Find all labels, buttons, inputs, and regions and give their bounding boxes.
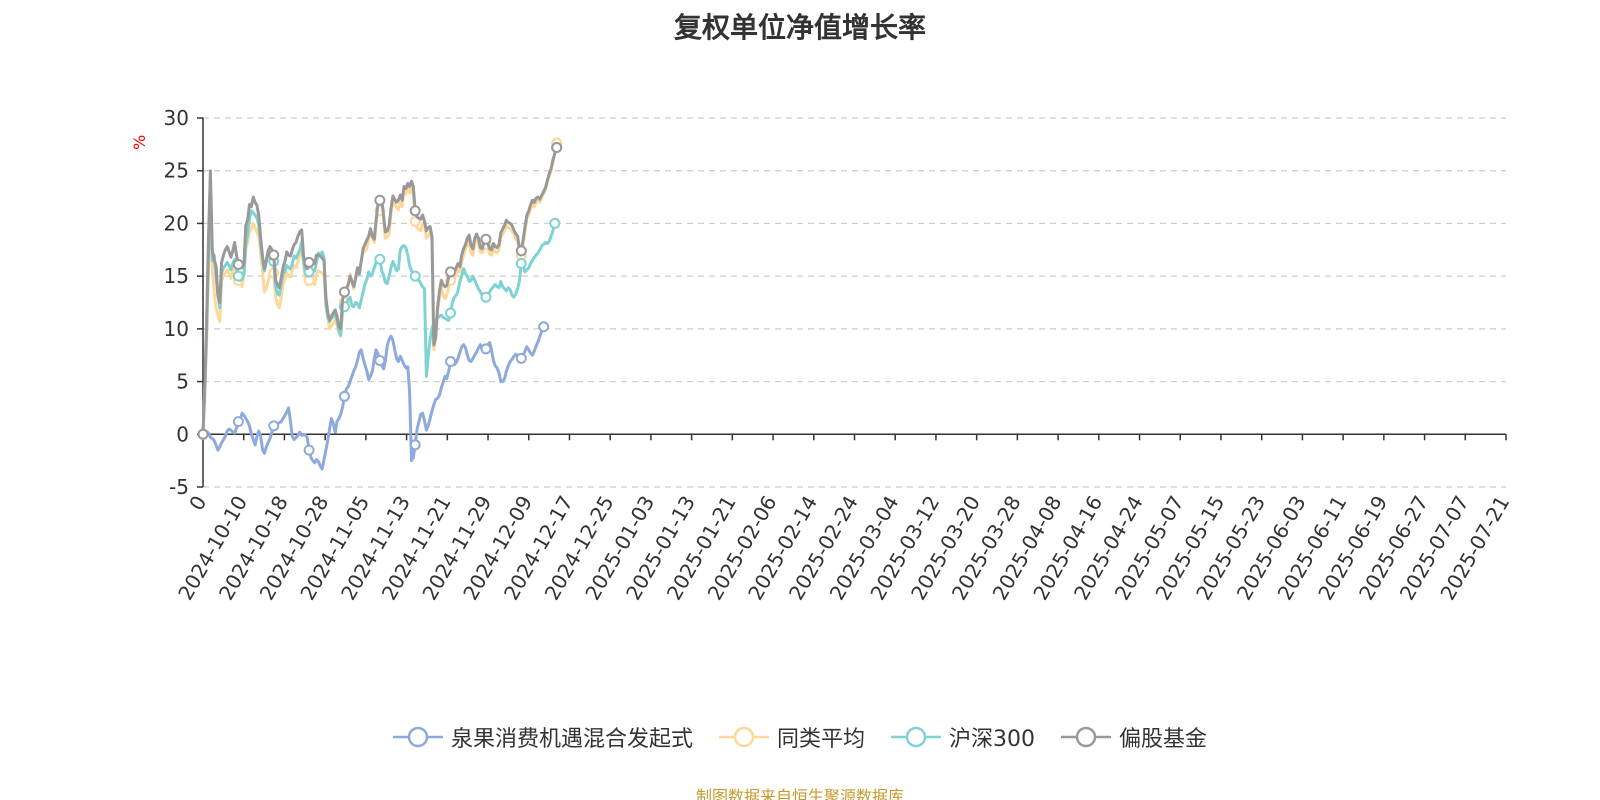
legend-line-circle-icon [392,726,443,748]
series-point-2 [445,307,457,319]
series-point-2 [515,257,527,269]
series-point-2 [409,270,421,282]
series-point-0 [268,420,280,432]
y-tick-label: 15 [164,264,189,288]
series-point-3 [374,194,386,206]
legend-line-circle-icon [718,726,769,748]
series-line-2 [201,179,557,436]
legend: 泉果消费机遇混合发起式 同类平均 沪深300 偏股基金 [0,722,1600,752]
data-source-note: 制图数据来自恒生聚源数据库 [695,787,904,800]
series-line-3 [201,146,559,436]
series-point-3 [409,205,421,217]
series-point-0 [409,439,421,451]
series-point-3 [445,266,457,278]
series-point-0 [338,390,350,402]
series-point-3 [338,286,350,298]
series-point-0 [515,352,527,364]
series-point-2 [549,217,561,229]
legend-item-2[interactable]: 沪深300 [891,721,1035,753]
legend-label: 沪深300 [949,727,1035,752]
y-tick-label: 0 [176,422,189,446]
series-point-3 [551,142,563,154]
series-point-3 [232,259,244,271]
series-line-0 [201,325,546,471]
series-point-0 [303,444,315,456]
legend-label: 泉果消费机遇混合发起式 [450,727,693,752]
legend-line-circle-icon [1061,726,1111,748]
legend-label: 偏股基金 [1119,727,1208,752]
legend-item-0[interactable]: 泉果消费机遇混合发起式 [392,721,693,753]
series-point-3 [197,428,209,440]
series-point-2 [374,253,386,265]
y-tick-label: 30 [164,106,189,130]
legend-line-circle-icon [891,726,941,748]
y-tick-label: 20 [164,211,189,235]
series-point-3 [480,233,492,245]
series-point-2 [232,270,244,282]
series-point-0 [480,343,492,355]
y-tick-label: 10 [164,317,189,341]
y-tick-label: 5 [176,370,189,394]
legend-item-1[interactable]: 同类平均 [718,721,865,753]
series-point-3 [515,245,527,257]
series-point-0 [538,321,550,333]
y-tick-label: 25 [164,159,189,183]
series-point-0 [374,354,386,366]
series-point-0 [232,416,244,428]
series-point-2 [480,291,492,303]
chart-title: 复权单位净值增长率 [673,11,926,44]
x-tick-label: 0 [184,492,211,515]
series-point-0 [445,356,457,368]
legend-label: 同类平均 [776,727,865,752]
legend-item-3[interactable]: 偏股基金 [1061,721,1207,753]
series-point-3 [268,249,280,261]
y-tick-label: -5 [169,475,189,499]
series-point-3 [303,256,315,268]
